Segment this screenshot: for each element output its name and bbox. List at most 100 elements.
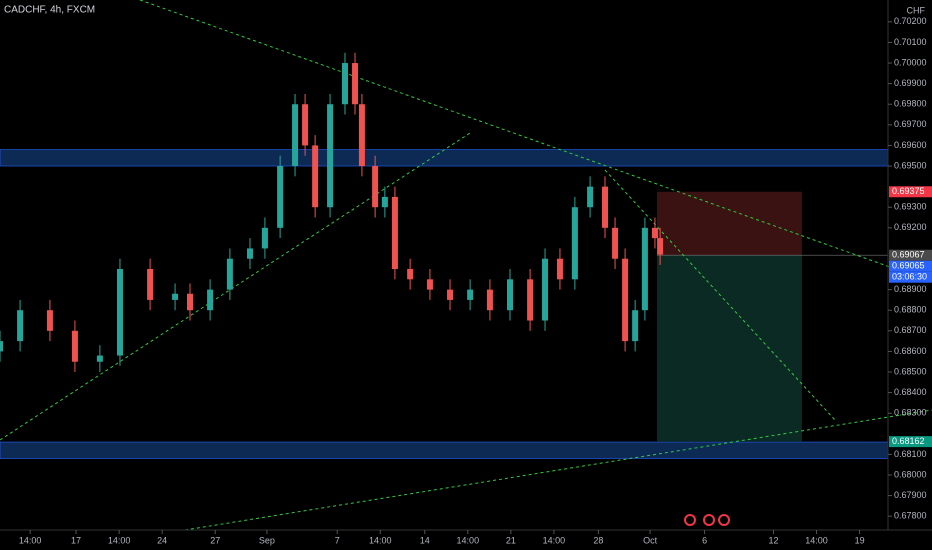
candle-body: [277, 166, 284, 228]
y-tick-label: 0.70200: [894, 16, 927, 26]
candle-body: [358, 104, 365, 167]
candle-body: [292, 104, 299, 167]
price-tag-label: 0.69067: [892, 250, 925, 260]
price-tag: [889, 436, 932, 448]
chart-title: CADCHF, 4h, FXCM: [4, 5, 95, 16]
candles: [0, 52, 664, 373]
candle-body: [612, 227, 619, 259]
candle-body: [622, 258, 629, 342]
candle-body: [302, 104, 309, 146]
candle-body: [426, 279, 433, 290]
candle-body: [651, 227, 658, 239]
candle-body: [632, 310, 639, 342]
y-tick-label: 0.68900: [894, 284, 927, 294]
candle-body: [507, 279, 514, 311]
candle-body: [372, 166, 379, 208]
x-tick-label: 14:00: [543, 535, 566, 545]
trendline: [139, 0, 932, 283]
x-tick-label: 14:00: [369, 535, 392, 545]
zone: [0, 441, 889, 459]
candle-body: [352, 63, 359, 105]
candle-body: [447, 289, 454, 300]
candle-body: [147, 269, 154, 300]
candle-body: [71, 330, 78, 362]
trendline: [604, 169, 836, 421]
candle-body: [467, 289, 474, 300]
candle-body: [587, 186, 594, 208]
y-tick-label: 0.69800: [894, 99, 927, 109]
candle-body: [341, 63, 348, 105]
candle-body: [246, 248, 253, 259]
y-tick-label: 0.68700: [894, 325, 927, 335]
x-tick-label: 19: [855, 535, 865, 545]
candle-body: [602, 186, 609, 228]
x-tick-label: 28: [593, 535, 603, 545]
candle-body: [172, 293, 179, 300]
target-zone: [656, 255, 802, 442]
price-tag: [889, 249, 932, 261]
price-tag: [889, 186, 932, 198]
candle-body: [116, 269, 123, 356]
candle-body: [381, 196, 388, 208]
candle-body: [0, 341, 3, 352]
candle-body: [571, 207, 578, 280]
x-tick-label: 27: [210, 535, 220, 545]
trendline: [184, 409, 932, 531]
candle-body: [186, 293, 193, 311]
x-tick-label: 14:00: [108, 535, 131, 545]
x-tick-label: 21: [506, 535, 516, 545]
candle-body: [327, 104, 334, 208]
event-icons: [684, 514, 730, 526]
unit-label: CHF: [907, 5, 926, 15]
candle-body: [641, 227, 648, 311]
candle-body: [391, 196, 398, 270]
position-box: [656, 191, 888, 442]
price-tag-label: 0.69375: [892, 186, 925, 196]
candle-body: [312, 145, 319, 208]
y-tick-label: 0.68400: [894, 387, 927, 397]
zone: [0, 149, 889, 167]
x-tick-label: Sep: [259, 535, 275, 545]
x-tick-label: 17: [71, 535, 81, 545]
x-tick-label: Oct: [643, 535, 658, 545]
price-tag-label: 0.69065: [892, 261, 925, 271]
y-tick-label: 0.69600: [894, 140, 927, 150]
stop-zone: [656, 191, 802, 256]
candle-body: [657, 238, 664, 255]
trendlines: [0, 0, 932, 531]
event-icon[interactable]: [684, 514, 696, 526]
x-tick-label: 7: [335, 535, 340, 545]
x-tick-label: 14: [420, 535, 430, 545]
y-tick-label: 0.68800: [894, 305, 927, 315]
candle-body: [261, 227, 268, 249]
candle-body: [96, 355, 103, 362]
y-tick-label: 0.69300: [894, 202, 927, 212]
price-tag-label: 0.68162: [892, 436, 925, 446]
y-tick-label: 0.69500: [894, 160, 927, 170]
y-tick-label: 0.68300: [894, 408, 927, 418]
y-tick-label: 0.68000: [894, 469, 927, 479]
candle-body: [527, 279, 534, 321]
x-tick-label: 14:00: [457, 535, 480, 545]
x-tick-label: 24: [157, 535, 167, 545]
x-tick-label: 6: [702, 535, 707, 545]
event-icon[interactable]: [703, 514, 715, 526]
x-tick-label: 14:00: [19, 535, 42, 545]
candle-body: [207, 289, 214, 311]
x-tick-label: 12: [768, 535, 778, 545]
candle-body: [407, 269, 414, 280]
y-tick-label: 0.70100: [894, 37, 927, 47]
countdown: 03:06:30: [892, 272, 927, 282]
y-tick-label: 0.67800: [894, 511, 927, 521]
y-tick-label: 0.69200: [894, 222, 927, 232]
y-tick-label: 0.67900: [894, 490, 927, 500]
event-icon[interactable]: [718, 514, 730, 526]
candle-body: [17, 310, 24, 342]
x-tick-label: 14:00: [805, 535, 828, 545]
y-tick-label: 0.68500: [894, 366, 927, 376]
y-tick-label: 0.70000: [894, 57, 927, 67]
y-tick-label: 0.68600: [894, 346, 927, 356]
candle-body: [486, 289, 493, 311]
y-tick-label: 0.69900: [894, 78, 927, 88]
